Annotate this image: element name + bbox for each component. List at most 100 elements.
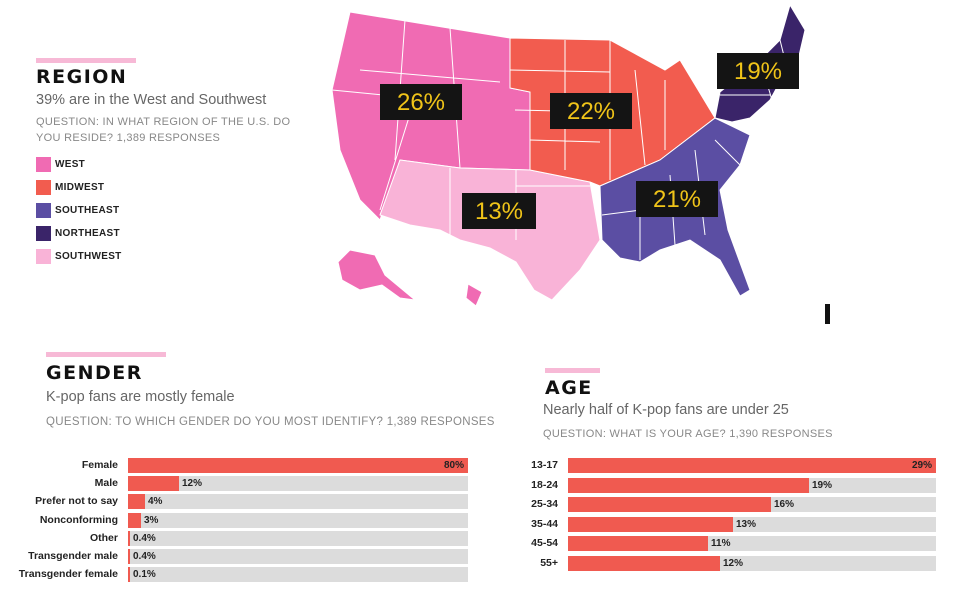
- map-label-northeast: 19%: [734, 58, 782, 85]
- age-bar-row: 55+ 12%: [540, 556, 936, 571]
- gender-question: QUESTION: TO WHICH GENDER DO YOU MOST ID…: [46, 416, 495, 428]
- map-region-hawaii: [429, 259, 483, 307]
- gender-bar-row: Other 0.4%: [90, 530, 468, 546]
- age-bar-label: 13-17: [531, 459, 558, 471]
- map-label-midwest: 22%: [567, 98, 615, 125]
- gender-bar-value: 12%: [182, 478, 203, 490]
- gender-bar-row: Female 80%: [82, 458, 468, 473]
- age-bar-label: 55+: [540, 557, 558, 569]
- legend-label-west: WEST: [55, 159, 86, 170]
- age-bar: [568, 556, 720, 571]
- gender-bar-track: [128, 476, 468, 492]
- map-label-bg-southwest: [462, 193, 536, 229]
- gender-bar-track: [128, 530, 468, 546]
- gender-accent-bar: [46, 352, 166, 357]
- gender-title: GENDER: [46, 362, 143, 384]
- age-bar-value: 29%: [911, 460, 932, 471]
- legend-label-southeast: SOUTHEAST: [55, 205, 120, 216]
- gender-bar-label: Other: [89, 531, 118, 544]
- map-label-bg-southeast: [636, 181, 718, 217]
- region-accent-bar: [36, 58, 136, 63]
- map-region-alaska: [337, 249, 417, 301]
- age-bar-value: 12%: [723, 558, 744, 569]
- gender-bar-track: [128, 549, 468, 564]
- gender-bar-label: Nonconforming: [39, 513, 118, 526]
- age-bar-chart: 13-17 29% 18-24 19% 25-34 16% 35-44 13% 45-54 11%…: [531, 458, 936, 576]
- gender-bar-value: 0.4%: [133, 551, 156, 562]
- gender-bar-label: Male: [94, 477, 118, 490]
- age-bar: [568, 516, 733, 532]
- gender-bar: [128, 512, 141, 528]
- age-subtitle: Nearly half of K-pop fans are under 25: [543, 402, 789, 418]
- legend-label-southwest: SOUTHWEST: [55, 251, 122, 262]
- age-bar-row: 45-54 11%: [531, 536, 936, 552]
- gender-bar-chart: Female 80% Male 12% Prefer not to say 4% Nonco…: [19, 458, 468, 586]
- legend-swatch-southwest: [36, 249, 51, 264]
- region-title: REGION: [36, 66, 128, 88]
- gender-bar: [128, 530, 130, 546]
- legend-swatch-west: [36, 157, 51, 172]
- region-question: QUESTION: IN WHAT REGION OF THE U.S. DO …: [36, 116, 291, 144]
- us-region-map: 26% 22% 21% 19% 13%: [331, 3, 806, 307]
- age-bar-value: 19%: [812, 479, 833, 491]
- gender-bar-row: Transgender female 0.1%: [19, 567, 468, 583]
- map-label-southeast: 21%: [653, 186, 701, 213]
- age-bar-label: 25-34: [531, 498, 558, 511]
- gender-bar-track: [128, 494, 468, 510]
- gender-bar-track: [128, 512, 468, 528]
- gender-bar-label: Transgender male: [28, 550, 118, 562]
- gender-bar-value: 0.4%: [133, 532, 156, 544]
- map-label-west: 26%: [397, 89, 445, 116]
- age-accent-bar: [545, 368, 600, 373]
- age-bar-row: 18-24 19%: [531, 477, 936, 493]
- legend-item-southeast: SOUTHEAST: [36, 202, 122, 219]
- gender-bar-row: Prefer not to say 4%: [35, 494, 468, 510]
- legend-item-northeast: NORTHEAST: [36, 225, 122, 242]
- gender-bar-value: 80%: [443, 460, 464, 471]
- age-bar-value: 11%: [711, 538, 731, 550]
- region-legend: WEST MIDWEST SOUTHEAST NORTHEAST SOUTHWE…: [36, 156, 122, 271]
- map-label-bg-northeast: [717, 53, 799, 89]
- age-bar: [568, 497, 771, 513]
- legend-label-northeast: NORTHEAST: [55, 228, 120, 239]
- gender-bar-track: [128, 567, 468, 583]
- gender-bar-row: Male 12%: [95, 476, 468, 492]
- age-bar: [568, 477, 809, 493]
- gender-bar-row: Nonconforming 3%: [40, 512, 468, 528]
- legend-label-midwest: MIDWEST: [55, 182, 105, 193]
- gender-bar-label: Prefer not to say: [35, 495, 118, 508]
- age-bar-value: 13%: [736, 518, 757, 530]
- gender-bar: [128, 549, 130, 564]
- legend-swatch-northeast: [36, 226, 51, 241]
- gender-bar: [128, 458, 468, 473]
- age-bar: [568, 458, 936, 473]
- gender-bar: [128, 567, 130, 583]
- legend-swatch-midwest: [36, 180, 51, 195]
- gender-bar-row: Transgender male 0.4%: [28, 549, 468, 564]
- age-bar-value: 16%: [774, 499, 795, 511]
- gender-bar-label: Transgender female: [18, 568, 118, 581]
- map-region-southwest: [379, 159, 601, 301]
- map-label-bg-midwest: [550, 93, 632, 129]
- age-title: AGE: [545, 377, 593, 399]
- map-label-southwest: 13%: [475, 198, 523, 225]
- gender-bar-value: 0.1%: [133, 569, 156, 581]
- gender-bar: [128, 476, 179, 492]
- gender-bar-value: 4%: [148, 496, 163, 508]
- age-bar-label: 45-54: [531, 537, 558, 550]
- legend-item-southwest: SOUTHWEST: [36, 248, 122, 265]
- age-bar-label: 18-24: [531, 478, 558, 491]
- legend-item-west: WEST: [36, 156, 122, 173]
- gender-bar: [128, 494, 145, 510]
- gender-bar-label: Female: [81, 459, 118, 471]
- legend-swatch-southeast: [36, 203, 51, 218]
- age-bar: [568, 536, 708, 552]
- age-bar-row: 13-17 29%: [531, 458, 936, 473]
- legend-item-midwest: MIDWEST: [36, 179, 122, 196]
- age-question: QUESTION: WHAT IS YOUR AGE? 1,390 RESPON…: [543, 428, 833, 440]
- region-subtitle: 39% are in the West and Southwest: [36, 92, 267, 108]
- text-cursor-mark: [825, 304, 830, 324]
- gender-bar-value: 3%: [144, 514, 159, 526]
- age-bar-row: 35-44 13%: [531, 516, 936, 532]
- gender-subtitle: K-pop fans are mostly female: [46, 389, 235, 405]
